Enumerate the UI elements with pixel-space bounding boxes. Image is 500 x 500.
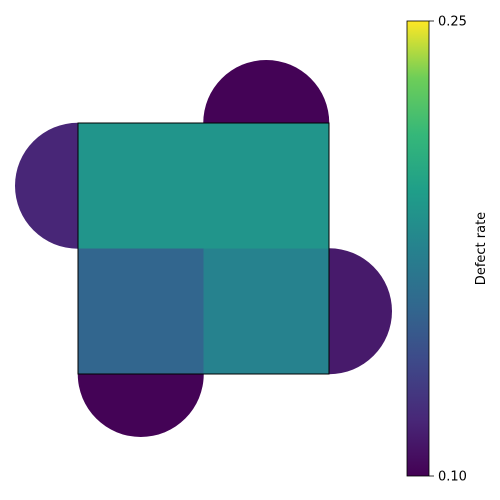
colorbar: 0.10 0.25 Defect rate <box>406 15 489 485</box>
colorbar-tick-label: 0.25 <box>438 15 467 30</box>
colorbar-label: Defect rate <box>474 212 489 285</box>
grid-border <box>77 122 330 375</box>
colorbar-tick-label: 0.10 <box>438 470 467 485</box>
heatmap-cell-r0-c1 <box>203 123 330 249</box>
heatmap-cell-r1-c1 <box>203 248 330 375</box>
heatmap-cell-r1-c0 <box>78 248 204 375</box>
colorbar-ticks: 0.10 0.25 <box>429 15 467 485</box>
colorbar-gradient <box>406 20 430 477</box>
cell-layer <box>78 123 330 375</box>
heatmap-cell-r0-c0 <box>78 123 204 249</box>
